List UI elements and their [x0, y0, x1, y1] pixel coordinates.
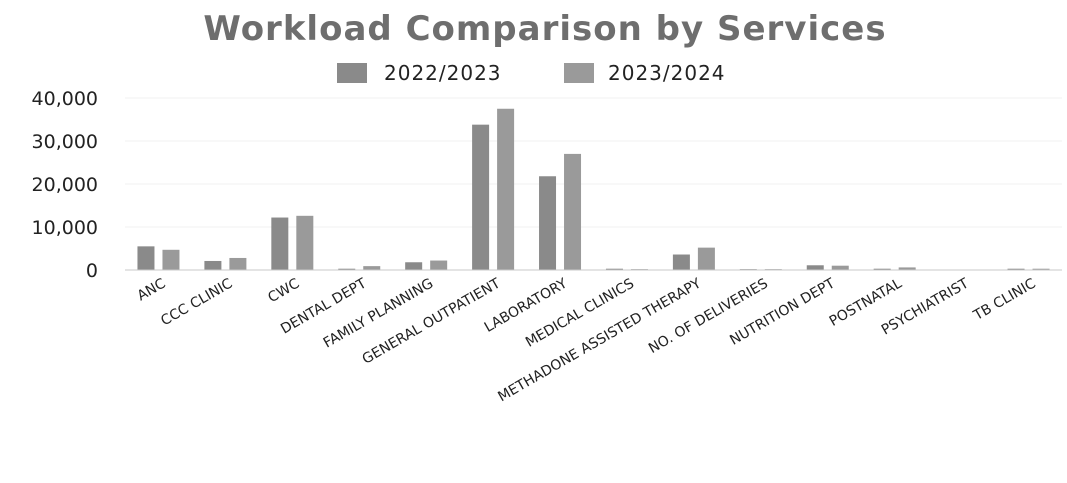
bar-2022-2023-cwc [271, 217, 289, 270]
legend-swatch-2023-2024 [564, 63, 594, 83]
bar-2022-2023-general-outpatient [472, 124, 490, 270]
bar-2023-2024-nutrition-dept [831, 265, 849, 270]
x-tick-label: FAMILY PLANNING [321, 276, 436, 352]
bar-2022-2023-postnatal [873, 268, 891, 270]
bar-2023-2024-cwc [296, 215, 314, 270]
bar-2023-2024-ccc-clinic [229, 257, 247, 270]
gridlines [125, 97, 1062, 228]
y-tick-label: 20,000 [32, 174, 98, 196]
bar-2023-2024-tb-clinic [1032, 268, 1050, 270]
bar-2023-2024-family-planning [430, 260, 448, 270]
y-tick-label: 10,000 [32, 217, 98, 239]
bar-2022-2023-ccc-clinic [204, 260, 222, 270]
bar-2023-2024-postnatal [898, 267, 916, 270]
bar-2023-2024-dental-dept [363, 266, 381, 270]
y-tick-label: 0 [86, 260, 98, 282]
bar-2023-2024-laboratory [564, 153, 582, 270]
bar-2022-2023-methadone-assisted-therapy [672, 254, 690, 270]
x-tick-label: TB CLINIC [970, 275, 1039, 324]
bar-2023-2024-anc [162, 249, 180, 270]
legend: 2022/2023 2023/2024 [337, 61, 726, 85]
bar-2022-2023-dental-dept [338, 268, 356, 270]
bar-2022-2023-nutrition-dept [806, 265, 824, 270]
bar-2022-2023-anc [137, 246, 155, 270]
legend-label-2023-2024: 2023/2024 [608, 61, 726, 85]
legend-label-2022-2023: 2022/2023 [384, 61, 502, 85]
bar-2023-2024-general-outpatient [497, 108, 515, 270]
y-tick-label: 40,000 [32, 88, 98, 110]
bar-2022-2023-family-planning [405, 262, 423, 270]
legend-swatch-2022-2023 [337, 63, 367, 83]
bar-2022-2023-laboratory [539, 176, 557, 270]
y-tick-label: 30,000 [32, 131, 98, 153]
bar-2022-2023-tb-clinic [1007, 268, 1025, 270]
x-tick-label: MEDICAL CLINICS [523, 276, 637, 351]
chart-title: Workload Comparison by Services [203, 9, 886, 49]
x-tick-label: ANC [135, 275, 169, 304]
bars [137, 108, 1050, 271]
y-axis-ticks: 0 10,000 20,000 30,000 40,000 [32, 88, 98, 282]
x-tick-label: CWC [265, 276, 302, 307]
bar-2023-2024-methadone-assisted-therapy [697, 247, 715, 270]
x-tick-label: NO. OF DELIVERIES [646, 276, 771, 357]
bar-2022-2023-medical-clinics [605, 268, 623, 270]
x-tick-label: CCC CLINIC [158, 275, 235, 329]
